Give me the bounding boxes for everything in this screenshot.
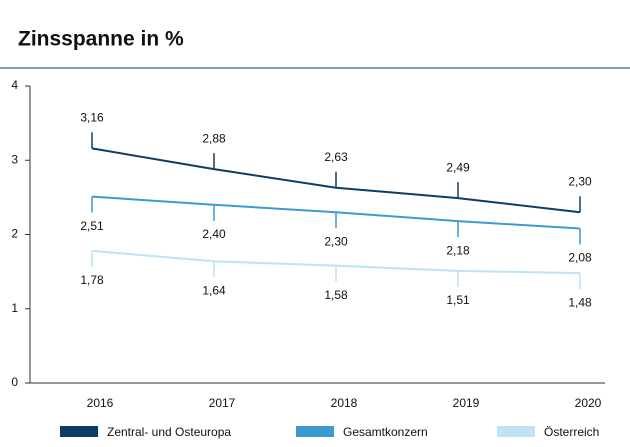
- legend-swatch: [60, 426, 98, 437]
- legend-swatch: [296, 426, 334, 437]
- y-tick-label: 0: [11, 375, 18, 389]
- data-label: 2,40: [202, 227, 226, 241]
- x-tick-label: 2017: [209, 396, 236, 410]
- data-label: 1,64: [202, 283, 226, 297]
- legend-swatch: [497, 426, 535, 437]
- x-tick-label: 2018: [331, 396, 358, 410]
- y-tick-label: 4: [11, 78, 18, 92]
- data-label: 1,48: [568, 295, 592, 309]
- data-label: 1,51: [446, 293, 470, 307]
- data-label: 2,51: [80, 219, 104, 233]
- data-label: 1,78: [80, 273, 104, 287]
- data-label: 1,58: [324, 288, 348, 302]
- data-label: 2,49: [446, 160, 470, 174]
- legend-label: Österreich: [544, 425, 599, 439]
- x-tick-label: 2020: [575, 396, 602, 410]
- y-tick-label: 2: [11, 227, 18, 241]
- data-label: 2,30: [324, 234, 348, 248]
- legend-label: Zentral- und Osteuropa: [107, 425, 231, 439]
- data-label: 2,63: [324, 150, 348, 164]
- x-tick-label: 2019: [453, 396, 480, 410]
- data-label: 2,18: [446, 243, 470, 257]
- data-label: 3,16: [80, 111, 104, 125]
- data-label: 2,30: [568, 174, 592, 188]
- data-label: 2,88: [202, 131, 226, 145]
- legend-label: Gesamtkonzern: [343, 425, 428, 439]
- y-tick-label: 1: [11, 301, 18, 315]
- x-tick-label: 2016: [87, 396, 114, 410]
- y-tick-label: 3: [11, 152, 18, 166]
- data-label: 2,08: [568, 251, 592, 265]
- chart-title: Zinsspanne in %: [18, 28, 184, 51]
